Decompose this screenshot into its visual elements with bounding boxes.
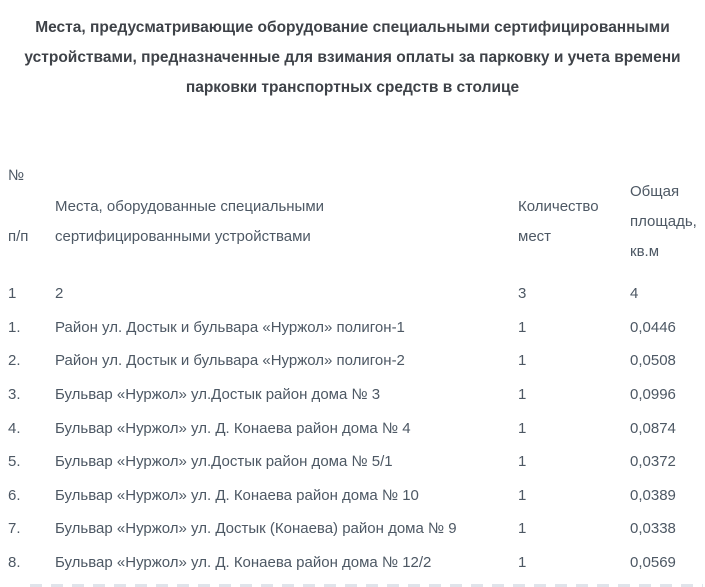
column-index-cell: 1 [8,285,17,303]
table-row: 7. Бульвар «Нуржол» ул. Достык (Конаева)… [0,512,705,546]
table-row: 5. Бульвар «Нуржол» ул.Достык район дома… [0,445,705,479]
place-cell: Бульвар «Нуржол» ул.Достык район дома № … [55,386,381,404]
column-header-places: Места, оборудованные специальными сертиф… [55,149,518,267]
count-cell: 1 [518,554,527,572]
table-row: 8. Бульвар «Нуржол» ул. Д. Конаева район… [0,546,705,580]
table-row: 1. Район ул. Достык и бульвара «Нуржол» … [0,311,705,345]
count-cell: 1 [518,453,527,471]
column-index-cell: 2 [55,285,64,303]
table-body: 1 2 3 4 1. Район ул. Достык и бульвара «… [0,277,705,579]
table-row: 6. Бульвар «Нуржол» ул. Д. Конаева район… [0,479,705,513]
place-cell: Бульвар «Нуржол» ул. Д. Конаева район до… [55,554,432,572]
row-number-cell: 8. [8,554,21,572]
row-number-cell: 2. [8,352,21,370]
column-header-count-label: Количество мест [518,198,599,245]
column-index-cell: 3 [518,285,527,303]
column-index-row: 1 2 3 4 [0,277,705,311]
table-header-row: № п/п Места, оборудованные специальными … [0,149,705,264]
column-header-places-label: Места, оборудованные специальными сертиф… [55,198,325,245]
place-cell: Бульвар «Нуржол» ул. Д. Конаева район до… [55,419,411,437]
area-cell: 0,0996 [630,386,676,404]
row-number-cell: 1. [8,318,21,336]
count-cell: 1 [518,419,527,437]
column-header-area-label: Общая площадь, кв.м [630,183,697,260]
table-row: 4. Бульвар «Нуржол» ул. Д. Конаева район… [0,411,705,445]
count-cell: 1 [518,520,527,538]
count-cell: 1 [518,386,527,404]
place-cell: Район ул. Достык и бульвара «Нуржол» пол… [55,352,405,370]
count-cell: 1 [518,486,527,504]
column-header-number: № п/п [8,149,55,267]
column-header-number-line2: п/п [8,228,29,245]
area-cell: 0,0338 [630,520,676,538]
row-number-cell: 4. [8,419,21,437]
row-number-cell: 5. [8,453,21,471]
area-cell: 0,0569 [630,554,676,572]
row-number-cell: 6. [8,486,21,504]
area-cell: 0,0508 [630,352,676,370]
table-row: 3. Бульвар «Нуржол» ул.Достык район дома… [0,378,705,412]
column-header-number-line1: № [8,167,25,184]
clipped-next-row-artifact [30,584,703,587]
count-cell: 1 [518,318,527,336]
column-header-area: Общая площадь, кв.м [630,149,705,267]
area-cell: 0,0389 [630,486,676,504]
place-cell: Бульвар «Нуржол» ул.Достык район дома № … [55,453,393,471]
area-cell: 0,0874 [630,419,676,437]
column-index-cell: 4 [630,285,639,303]
count-cell: 1 [518,352,527,370]
row-number-cell: 3. [8,386,21,404]
place-cell: Бульвар «Нуржол» ул. Д. Конаева район до… [55,486,419,504]
area-cell: 0,0372 [630,453,676,471]
place-cell: Район ул. Достык и бульвара «Нуржол» пол… [55,318,405,336]
row-number-cell: 7. [8,520,21,538]
area-cell: 0,0446 [630,318,676,336]
column-header-count: Количество мест [518,149,630,267]
table-row: 2. Район ул. Достык и бульвара «Нуржол» … [0,344,705,378]
place-cell: Бульвар «Нуржол» ул. Достык (Конаева) ра… [55,520,457,538]
parking-table: № п/п Места, оборудованные специальными … [0,149,705,579]
document-title: Места, предусматривающие оборудование сп… [24,19,681,96]
